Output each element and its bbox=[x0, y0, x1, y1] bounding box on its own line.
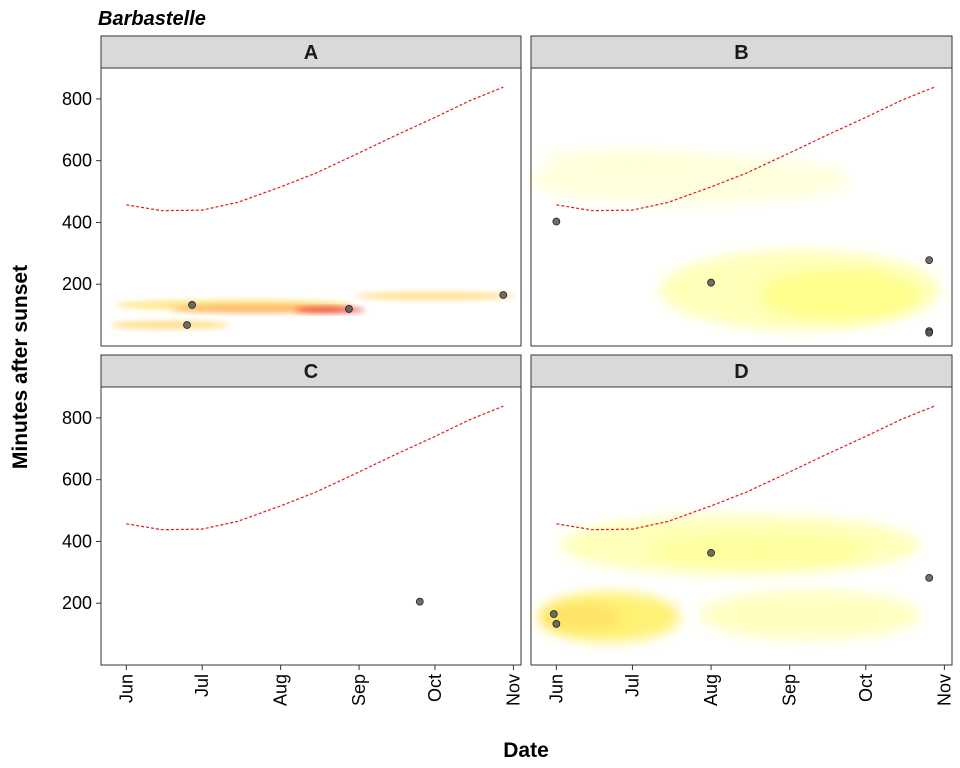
panel-border-d bbox=[530, 386, 953, 666]
density-shading-d bbox=[540, 515, 920, 642]
x-tick-label-d-3: Sep bbox=[780, 674, 800, 706]
x-tick-label-d-1: Jul bbox=[622, 674, 642, 697]
data-point-b-0 bbox=[552, 217, 561, 226]
x-tick-label-d-5: Nov bbox=[934, 674, 954, 706]
x-axis-title: Date bbox=[503, 739, 549, 762]
data-point-b-4 bbox=[925, 328, 934, 337]
data-point-b-2 bbox=[925, 256, 934, 265]
x-tick-label-c-5: Nov bbox=[503, 674, 523, 706]
x-tick-label-d-2: Aug bbox=[701, 674, 721, 706]
x-tick-label-d-0: Jun bbox=[546, 674, 566, 703]
data-point-d-3 bbox=[925, 573, 934, 582]
data-point-a-3 bbox=[499, 291, 508, 299]
data-point-d-0 bbox=[549, 610, 558, 618]
x-tick-label-c-0: Jun bbox=[116, 674, 136, 703]
strip-b bbox=[530, 35, 953, 69]
x-tick-label-c-3: Sep bbox=[349, 674, 369, 706]
density-shading-b bbox=[530, 148, 940, 330]
strip-d bbox=[530, 354, 953, 388]
data-point-b-1 bbox=[707, 278, 715, 287]
y-axis-title: Minutes after sunset bbox=[9, 265, 32, 469]
y-tick-label-a-600: 600 bbox=[62, 151, 92, 171]
x-tick-label-c-4: Oct bbox=[425, 674, 445, 702]
y-tick-label-c-400: 400 bbox=[62, 531, 92, 551]
sunrise-line-a bbox=[126, 86, 504, 212]
y-tick-label-c-800: 800 bbox=[62, 408, 92, 428]
panel-border-a bbox=[100, 67, 522, 347]
x-tick-label-c-1: Jul bbox=[192, 674, 212, 697]
y-tick-label-a-800: 800 bbox=[62, 89, 92, 109]
data-point-a-2 bbox=[345, 305, 353, 313]
strip-label-d: D bbox=[734, 361, 748, 383]
chart-title: Barbastelle bbox=[98, 8, 206, 30]
strip-label-b: B bbox=[734, 42, 748, 64]
y-tick-label-c-200: 200 bbox=[62, 593, 92, 613]
x-tick-label-d-4: Oct bbox=[856, 674, 876, 702]
strip-a bbox=[100, 35, 522, 69]
y-tick-label-a-400: 400 bbox=[62, 212, 92, 232]
y-tick-label-c-600: 600 bbox=[62, 470, 92, 490]
strip-c bbox=[100, 354, 522, 388]
strip-label-a: A bbox=[304, 42, 318, 64]
data-point-d-2 bbox=[707, 548, 715, 557]
data-point-a-1 bbox=[188, 301, 196, 309]
sunrise-line-b bbox=[556, 86, 935, 212]
data-point-a-0 bbox=[183, 321, 191, 329]
data-point-c-0 bbox=[415, 597, 424, 606]
panel-border-c bbox=[100, 386, 522, 666]
sunrise-line-d bbox=[556, 405, 935, 531]
sunrise-line-c bbox=[126, 405, 504, 531]
data-point-d-1 bbox=[552, 620, 561, 628]
density-shading-a bbox=[110, 292, 515, 329]
y-tick-label-a-200: 200 bbox=[62, 274, 92, 294]
panel-border-b bbox=[530, 67, 953, 347]
strip-label-c: C bbox=[304, 361, 318, 383]
x-tick-label-c-2: Aug bbox=[271, 674, 291, 706]
